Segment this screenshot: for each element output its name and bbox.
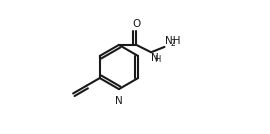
Text: NH: NH bbox=[165, 36, 181, 46]
Text: N: N bbox=[151, 53, 159, 63]
Text: N: N bbox=[115, 96, 123, 106]
Text: 2: 2 bbox=[170, 39, 175, 48]
Text: H: H bbox=[154, 55, 161, 64]
Text: O: O bbox=[132, 19, 140, 29]
